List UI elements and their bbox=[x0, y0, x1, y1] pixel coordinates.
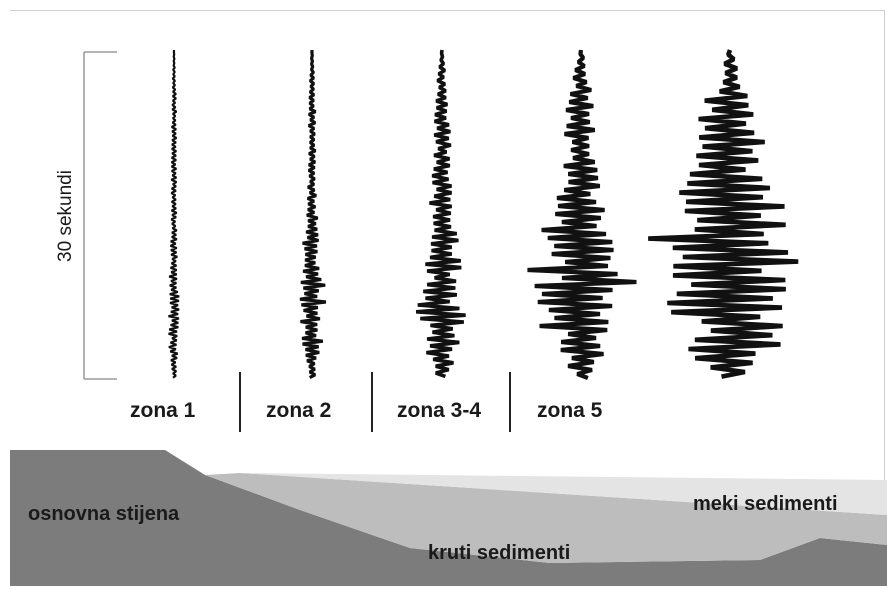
soft-sediment-label: meki sedimenti bbox=[693, 493, 838, 515]
seismogram-trace-2 bbox=[299, 49, 327, 380]
zone-separators bbox=[239, 372, 511, 432]
stiff-sediment-layer bbox=[205, 473, 887, 563]
seismograms bbox=[168, 49, 799, 380]
time-scale-label: 30 sekundi bbox=[55, 170, 76, 262]
zone-label-3: zona 3-4 bbox=[397, 399, 481, 422]
time-scale-bracket bbox=[83, 51, 117, 380]
seismogram-trace-4 bbox=[527, 49, 637, 380]
soft-sediment-layer bbox=[240, 473, 887, 515]
zone-label-4: zona 5 bbox=[537, 399, 603, 422]
ground-cross-section bbox=[10, 450, 887, 586]
seismogram-trace-5 bbox=[648, 49, 799, 379]
diagram-frame bbox=[10, 10, 885, 586]
zone-label-2: zona 2 bbox=[266, 399, 331, 422]
seismogram-trace-1 bbox=[168, 49, 180, 379]
seismogram-trace-3 bbox=[415, 49, 466, 379]
bedrock-label: osnovna stijena bbox=[28, 503, 180, 525]
zone-label-1: zona 1 bbox=[130, 399, 196, 422]
stiff-sediment-label: kruti sedimenti bbox=[428, 542, 570, 564]
bedrock-layer bbox=[10, 450, 887, 586]
